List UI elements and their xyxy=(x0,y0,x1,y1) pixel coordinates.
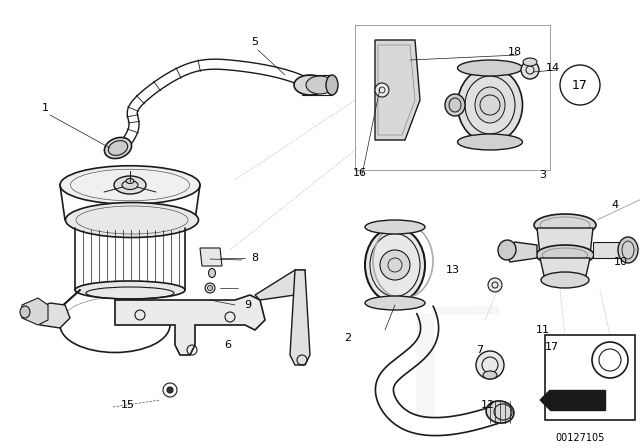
Ellipse shape xyxy=(20,306,30,318)
Ellipse shape xyxy=(523,58,537,66)
Polygon shape xyxy=(115,295,265,355)
Ellipse shape xyxy=(534,214,596,236)
Ellipse shape xyxy=(458,68,522,142)
Ellipse shape xyxy=(486,401,514,423)
Ellipse shape xyxy=(207,285,212,290)
Ellipse shape xyxy=(294,75,326,95)
Bar xyxy=(593,242,628,258)
Polygon shape xyxy=(290,270,310,365)
Ellipse shape xyxy=(536,245,594,265)
Text: 5: 5 xyxy=(252,37,259,47)
Bar xyxy=(355,25,550,170)
Ellipse shape xyxy=(209,268,216,277)
Ellipse shape xyxy=(326,75,338,95)
Text: 15: 15 xyxy=(121,400,135,410)
Text: 6: 6 xyxy=(225,340,232,350)
Ellipse shape xyxy=(126,178,134,184)
Polygon shape xyxy=(22,298,48,325)
Text: 16: 16 xyxy=(353,168,367,178)
Text: 13: 13 xyxy=(446,265,460,275)
Bar xyxy=(545,335,635,420)
Text: 3: 3 xyxy=(540,170,547,180)
Text: 18: 18 xyxy=(508,47,522,57)
Circle shape xyxy=(167,387,173,393)
Polygon shape xyxy=(540,390,550,410)
Ellipse shape xyxy=(475,87,505,123)
Text: 17: 17 xyxy=(572,78,588,91)
Text: 11: 11 xyxy=(536,325,550,335)
Ellipse shape xyxy=(365,228,425,302)
Polygon shape xyxy=(505,242,537,262)
Text: 7: 7 xyxy=(476,345,484,355)
Ellipse shape xyxy=(458,60,522,76)
Ellipse shape xyxy=(483,371,497,379)
Ellipse shape xyxy=(618,237,638,263)
Polygon shape xyxy=(537,228,593,255)
Text: 4: 4 xyxy=(611,200,619,210)
Ellipse shape xyxy=(205,283,215,293)
Text: 9: 9 xyxy=(244,300,252,310)
Polygon shape xyxy=(540,258,590,280)
Text: 1: 1 xyxy=(42,103,49,113)
Ellipse shape xyxy=(75,281,185,299)
Ellipse shape xyxy=(108,141,128,155)
Circle shape xyxy=(476,351,504,379)
Ellipse shape xyxy=(498,240,516,260)
Circle shape xyxy=(488,278,502,292)
Text: 12: 12 xyxy=(481,400,495,410)
Circle shape xyxy=(375,83,389,97)
Text: 17: 17 xyxy=(545,342,559,352)
Ellipse shape xyxy=(306,76,334,94)
Polygon shape xyxy=(200,248,222,266)
Text: 2: 2 xyxy=(344,333,351,343)
Text: 00127105: 00127105 xyxy=(556,433,605,443)
Ellipse shape xyxy=(365,220,425,234)
Ellipse shape xyxy=(458,134,522,150)
Circle shape xyxy=(521,61,539,79)
Polygon shape xyxy=(255,270,305,300)
Ellipse shape xyxy=(114,176,146,194)
Circle shape xyxy=(135,310,145,320)
Ellipse shape xyxy=(445,94,465,116)
Ellipse shape xyxy=(65,202,198,237)
Text: 10: 10 xyxy=(614,257,628,267)
Polygon shape xyxy=(35,303,70,328)
Ellipse shape xyxy=(122,181,138,190)
Text: 14: 14 xyxy=(546,63,560,73)
Polygon shape xyxy=(550,390,605,410)
Polygon shape xyxy=(375,40,420,140)
Ellipse shape xyxy=(541,272,589,288)
Ellipse shape xyxy=(60,166,200,204)
Ellipse shape xyxy=(365,296,425,310)
Circle shape xyxy=(380,250,410,280)
Ellipse shape xyxy=(104,138,132,159)
Text: 8: 8 xyxy=(252,253,259,263)
